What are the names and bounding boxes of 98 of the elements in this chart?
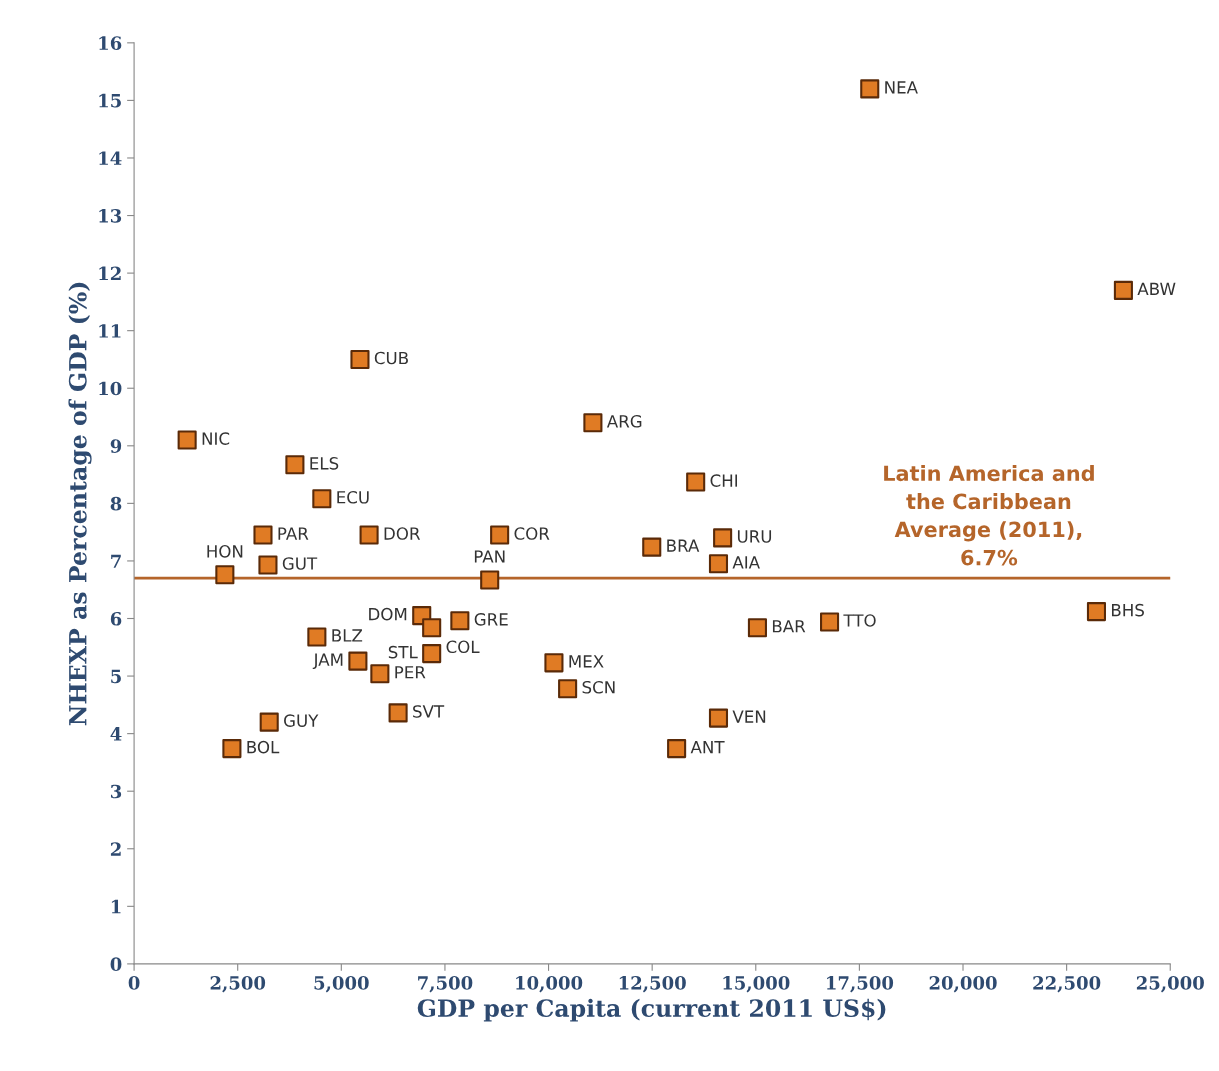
x-tick-label: 25,000 (1136, 976, 1204, 993)
point (177, 430, 197, 450)
point (370, 664, 390, 684)
x-tick-label: 12,500 (619, 976, 686, 993)
annotation: ECU (337, 490, 369, 504)
annotation: HON (207, 545, 243, 558)
annotation: JAM (312, 653, 343, 670)
annotation: PAN (474, 550, 505, 563)
y-tick-label: 2 (110, 842, 121, 856)
annotation: ABW (1137, 282, 1176, 295)
annotation: SVT (413, 705, 445, 718)
point (490, 525, 510, 545)
point (359, 525, 379, 545)
annotation: GRE (474, 613, 508, 626)
point (860, 79, 880, 99)
annotation: AIA (732, 556, 760, 569)
x-axis-title: GDP per Capita (current 2011 US$) (417, 998, 886, 1022)
point (215, 565, 235, 585)
annotation: COL (446, 640, 480, 654)
point (312, 489, 332, 509)
annotation: MEX (569, 655, 604, 668)
x-tick-label: 17,500 (827, 976, 894, 993)
y-tick-label: 13 (99, 209, 122, 223)
point (686, 472, 706, 492)
point (388, 703, 408, 723)
annotation: NIC (202, 432, 230, 445)
x-tick-label: 20,000 (929, 976, 997, 993)
point (480, 570, 500, 590)
point (708, 554, 729, 574)
point (583, 413, 603, 433)
point (422, 644, 442, 664)
y-axis-title: NHEXP as Percentage of GDP (%) (68, 282, 92, 726)
annotation: ARG (606, 415, 642, 428)
annotation: PER (395, 666, 426, 679)
point (348, 651, 368, 671)
annotation: BRA (667, 539, 700, 552)
y-tick-label: 4 (110, 727, 122, 741)
point (258, 555, 278, 575)
point (253, 525, 273, 545)
annotation: BOL (247, 740, 280, 754)
y-tick-label: 15 (99, 93, 121, 108)
point (222, 739, 242, 759)
point (422, 618, 442, 638)
point (747, 618, 767, 638)
annotation: ELS (310, 457, 339, 470)
x-tick-label: 0 (128, 976, 140, 990)
annotation: BAR (772, 620, 806, 633)
annotation: ANT (690, 741, 725, 754)
annotation: CHI (710, 474, 738, 487)
point (642, 537, 662, 557)
ref-line-label: Latin America and the Caribbean Average (2011), 6.7% (884, 465, 1094, 566)
y-tick-label: 6 (110, 611, 122, 626)
x-tick-label: 22,500 (1033, 976, 1101, 993)
point (1086, 602, 1107, 622)
annotation: GUY (284, 714, 319, 727)
point (450, 611, 470, 631)
point (285, 455, 305, 475)
point (820, 612, 840, 632)
point (713, 528, 733, 548)
y-tick-label: 5 (111, 669, 121, 684)
annotation: GUT (282, 557, 318, 570)
annotation: CUB (374, 351, 408, 365)
annotation: SCN (582, 680, 615, 694)
annotation: COR (514, 527, 550, 540)
point (259, 712, 279, 732)
annotation: STL (388, 645, 418, 659)
point (1113, 280, 1133, 300)
annotation: NEA (885, 81, 918, 94)
y-tick-label: 9 (110, 439, 122, 453)
y-tick-label: 11 (99, 324, 121, 338)
point (350, 349, 370, 369)
y-tick-label: 16 (99, 36, 122, 50)
y-tick-label: 0 (110, 957, 122, 972)
x-tick-label: 7,500 (418, 976, 473, 993)
x-tick-label: 2,500 (210, 976, 266, 993)
y-tick-label: 12 (99, 266, 121, 280)
annotation: DOR (384, 527, 421, 540)
annotation: VEN (732, 710, 766, 723)
x-tick-label: 15,000 (723, 976, 790, 993)
annotation: BHS (1111, 603, 1144, 617)
x-tick-label: 5,000 (314, 976, 369, 993)
point (307, 627, 327, 647)
y-tick-label: 10 (99, 381, 122, 396)
annotation: TTO (843, 614, 876, 627)
point (667, 739, 687, 759)
annotation: URU (737, 530, 772, 543)
annotation: DOM (369, 607, 407, 621)
point (544, 653, 564, 673)
y-tick-label: 1 (111, 899, 121, 914)
point (708, 708, 729, 728)
y-tick-label: 14 (99, 151, 122, 165)
point (558, 679, 578, 699)
annotation: PAR (278, 527, 309, 540)
x-tick-label: 10,000 (516, 976, 583, 993)
y-tick-label: 8 (110, 496, 122, 511)
y-tick-label: 7 (111, 554, 121, 568)
annotation: BLZ (332, 629, 363, 642)
y-tick-label: 3 (110, 784, 122, 799)
